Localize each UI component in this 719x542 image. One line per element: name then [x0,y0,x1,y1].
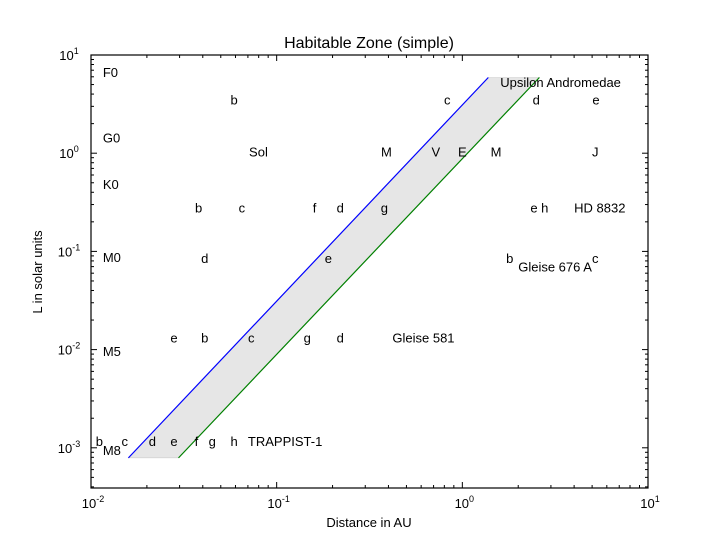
system-name-label: HD 8832 [574,200,625,215]
x-tick-label: 101 [640,494,659,511]
system-name-label: TRAPPIST-1 [248,434,322,449]
planet-label: d [149,434,156,449]
planet-label: c [592,251,599,266]
planet-label: e h [530,200,548,215]
planet-label: d [337,200,344,215]
system-name-label: Sol [249,145,268,160]
planet-label: M [491,145,502,160]
planet-label: b [231,92,238,107]
plot-frame [90,54,649,489]
planet-label: c [444,92,451,107]
planet-label: M [381,145,392,160]
planet-label: f [313,200,317,215]
x-axis-label: Distance in AU [326,515,411,530]
planet-label: b [506,251,513,266]
y-tick-label: 10-3 [58,439,80,456]
planet-label: c [248,331,255,346]
planet-label: d [533,92,540,107]
planet-label: g [381,200,388,215]
y-axis-label: L in solar units [30,230,45,314]
system-name-label: Upsilon Andromedae [500,75,621,90]
y-tick-label: 10-1 [58,242,80,259]
spectral-type-label: M0 [103,250,121,265]
planet-label: V [432,145,441,160]
planet-label: g [209,434,216,449]
habitable-zone-band [127,77,541,459]
spectral-type-label: G0 [103,130,120,145]
planet-label: e [325,251,332,266]
planet-label: b [195,200,202,215]
planet-label: e [170,434,177,449]
x-tick-label: 10-2 [82,494,104,511]
system-name-label: Gleise 581 [392,331,454,346]
x-tick-label: 10-1 [267,494,289,511]
spectral-type-label: K0 [103,177,119,192]
planet-label: d [201,251,208,266]
planet-label: c [239,200,246,215]
planet-label: J [592,145,599,160]
axis-ticks: 10-2 10-1 100 101 101 100 10-1 10-2 10-3 [58,46,660,511]
planet-label: b [96,434,103,449]
planet-label: h [231,434,238,449]
planet-label: e [592,92,599,107]
planet-label: d [337,331,344,346]
chart-title: Habitable Zone (simple) [284,35,454,52]
planet-label: e [170,331,177,346]
system-name-label: Gleise 676 A [518,259,592,274]
inner-edge-line [127,77,489,459]
y-tick-label: 100 [59,144,78,161]
x-tick-label: 100 [455,494,474,511]
y-tick-label: 10-2 [58,341,80,358]
planet-label: E [458,145,467,160]
planet-label: c [122,434,129,449]
spectral-type-label: F0 [103,65,118,80]
outer-edge-line [178,77,540,459]
planet-label: g [304,331,311,346]
planet-label: b [201,331,208,346]
spectral-type-label: M5 [103,344,121,359]
planet-label: f [195,434,199,449]
spectral-type-label: M8 [103,443,121,458]
y-tick-label: 101 [59,46,78,63]
